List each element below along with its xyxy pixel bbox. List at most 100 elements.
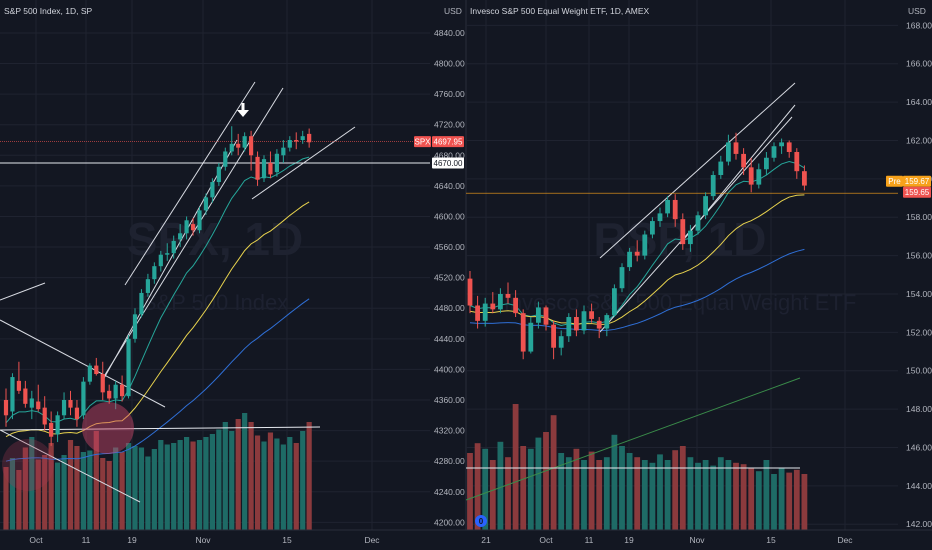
- r-candle: [505, 282, 511, 304]
- highlight-circle-1: [2, 439, 54, 491]
- l-volume-bar: [171, 443, 177, 530]
- r-volume-bar: [679, 446, 686, 530]
- r-trend-line: [465, 377, 801, 501]
- r-y-tick-label: 144.00: [906, 481, 932, 491]
- l-candle-body: [68, 400, 73, 408]
- l-candle-body: [55, 415, 60, 435]
- rsp-pre-tag-bg: [886, 175, 903, 187]
- l-candle: [113, 380, 118, 410]
- l-trend-line: [0, 429, 141, 503]
- r-candle-body: [604, 315, 610, 329]
- l-candle: [229, 126, 234, 156]
- r-volume-bar: [482, 448, 489, 530]
- l-volume-bar: [61, 455, 67, 530]
- l-y-tick-label: 4800.00: [434, 59, 465, 69]
- r-volume-bar: [520, 446, 527, 530]
- r-x-tick-label: Oct: [539, 535, 553, 545]
- spx-chart-pane[interactable]: SPX, 1D S&P 500 Index S&P 500 Index, 1D,…: [0, 0, 430, 530]
- r-candle: [612, 284, 617, 318]
- l-candle: [29, 390, 34, 420]
- spx-currency-label: USD: [444, 6, 462, 16]
- l-candle: [107, 384, 112, 404]
- l-volume-bar: [254, 435, 261, 530]
- r-candle: [581, 305, 587, 335]
- l-candle: [281, 140, 286, 163]
- rsp-x-ticks: 21 Oct 11 19 Nov 15 Dec: [481, 535, 853, 545]
- l-volume-bar: [125, 443, 132, 530]
- l-candle: [36, 384, 41, 412]
- time-axis-bg: [0, 530, 932, 550]
- r-volume-bar: [695, 462, 701, 530]
- l-volume-bar: [248, 422, 254, 530]
- l-volume-bar: [80, 452, 86, 530]
- r-candle: [566, 313, 572, 342]
- l-candle-body: [87, 365, 92, 382]
- r-candle: [680, 213, 686, 250]
- r-candle-body: [558, 336, 564, 348]
- l-candle: [152, 262, 157, 284]
- r-trend-line: [599, 82, 796, 259]
- r-volume-bar: [497, 441, 504, 530]
- l-volume-bar: [29, 437, 35, 530]
- r-y-tick-label: 142.00: [906, 519, 932, 529]
- l-x-tick-label: 19: [127, 535, 137, 545]
- r-candle: [794, 148, 800, 179]
- r-x-tick-label: 11: [585, 535, 594, 545]
- rsp-currency-label: USD: [908, 6, 926, 16]
- r-candle: [703, 192, 708, 220]
- l-candle-body: [139, 292, 144, 315]
- l-candle-body: [113, 384, 118, 399]
- l-candle: [81, 377, 86, 420]
- l-volume-bar: [48, 443, 54, 530]
- rsp-price-scale[interactable]: USD 142.00 144.00 146.00 148.00 150.00 152.00…: [886, 0, 932, 530]
- r-candle: [513, 290, 518, 318]
- r-candle: [574, 309, 579, 337]
- l-candle-body: [210, 182, 215, 198]
- r-candle-body: [665, 199, 670, 214]
- r-y-tick-label: 158.00: [906, 212, 932, 222]
- l-candle-body: [281, 147, 286, 156]
- l-x-tick-label: Oct: [29, 535, 43, 545]
- r-candle-body: [536, 307, 541, 323]
- l-candle: [274, 149, 279, 177]
- l-y-tick-label: 4480.00: [434, 303, 465, 313]
- r-candle-body: [482, 303, 488, 321]
- r-y-tick-label: 162.00: [906, 135, 932, 145]
- l-x-tick-label: 15: [282, 535, 292, 545]
- rsp-chart-title: Invesco S&P 500 Equal Weight ETF, 1D, AM…: [470, 6, 650, 16]
- rsp-chart-pane[interactable]: RSP, 1D Invesco S&P 500 Equal Weight ETF…: [465, 0, 898, 550]
- l-y-tick-label: 4840.00: [434, 28, 465, 38]
- r-candle: [733, 132, 739, 160]
- r-x-tick-label: Dec: [837, 535, 853, 545]
- r-volume-bar: [581, 460, 587, 530]
- r-volume-bar: [733, 462, 739, 530]
- spx-last-price-tag: 4697.95: [434, 138, 463, 147]
- r-candle-body: [574, 317, 579, 331]
- spx-level-tag-bg: [432, 157, 464, 169]
- l-x-tick-label: Dec: [364, 535, 380, 545]
- r-candle: [596, 317, 602, 339]
- r-moving-average-line: [469, 248, 805, 331]
- r-moving-average-line: [469, 161, 805, 327]
- r-candle: [490, 292, 496, 314]
- l-candle-body: [178, 233, 183, 240]
- l-candle: [16, 361, 21, 394]
- r-volume-bar: [740, 464, 747, 530]
- l-candle-body: [126, 338, 131, 397]
- tradingview-logo-icon[interactable]: 0: [475, 515, 487, 527]
- r-candle: [498, 288, 503, 314]
- r-candle-body: [710, 175, 716, 197]
- l-y-tick-label: 4240.00: [434, 487, 465, 497]
- spx-last-price-tag-bg: [432, 136, 464, 148]
- spx-price-scale[interactable]: USD 4200.004240.004280.004320.004360.004…: [414, 0, 466, 530]
- l-candle-body: [132, 314, 138, 339]
- rsp-volume-bars: [467, 404, 808, 530]
- l-candle: [158, 250, 163, 272]
- time-axis[interactable]: Oct 11 19 Nov 15 Dec 21 Oct 11 19 Nov 15 Dec: [0, 529, 932, 550]
- l-candle: [242, 132, 247, 152]
- l-candle: [3, 388, 9, 427]
- spx-volume-bars: [3, 413, 312, 530]
- r-candle: [589, 303, 594, 323]
- l-volume-bar: [3, 467, 9, 530]
